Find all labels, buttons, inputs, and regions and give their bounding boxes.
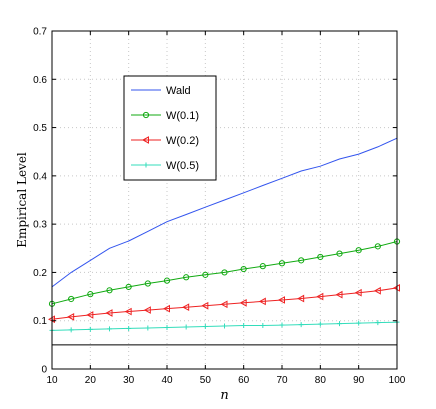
legend-item: Wald: [131, 85, 191, 97]
legend-box: [123, 75, 217, 181]
plot-frame: [51, 30, 398, 370]
data-point: [335, 290, 343, 299]
series-2: [48, 238, 401, 307]
data-point: [87, 326, 93, 332]
y-tick-label: 0.7: [33, 27, 47, 38]
x-tick-label: 40: [161, 375, 173, 386]
data-point: [336, 250, 343, 257]
x-axis: 10 20 30 40 50 60 70 80 90 100: [46, 31, 406, 386]
legend-label: W(0.2): [166, 135, 199, 147]
data-point: [374, 243, 381, 250]
data-point: [182, 303, 190, 312]
legend-label: W(0.1): [166, 110, 199, 122]
data-point: [164, 324, 170, 330]
data-point: [183, 324, 189, 330]
data-point: [277, 296, 285, 304]
data-point: [162, 304, 170, 313]
data-point: [375, 320, 381, 326]
data-point: [297, 294, 305, 303]
legend-marker: [141, 136, 149, 144]
legend-item: W(0.1): [131, 110, 199, 122]
y-tick-label: 0.1: [33, 316, 47, 327]
data-point: [241, 323, 247, 329]
data-point: [106, 287, 113, 294]
y-tick-label: 0.4: [33, 171, 47, 182]
data-point: [279, 322, 285, 328]
data-point: [143, 306, 151, 314]
y-axis-label: Empirical Level: [15, 152, 29, 248]
data-point: [124, 307, 132, 316]
data-point: [68, 295, 75, 303]
y-tick-label: 0: [41, 365, 47, 376]
data-point: [240, 265, 247, 273]
data-point: [126, 325, 132, 331]
data-point: [356, 320, 362, 326]
data-point: [354, 288, 362, 297]
data-point: [259, 263, 266, 270]
x-tick-label: 60: [238, 375, 250, 386]
y-tick-label: 0.6: [33, 75, 47, 86]
data-point: [317, 253, 324, 261]
data-point: [183, 274, 190, 281]
data-point: [145, 325, 151, 331]
data-point: [202, 324, 208, 330]
series-3: [47, 284, 400, 324]
x-tick-label: 30: [123, 375, 135, 386]
y-axis: 0 0.1 0.2 0.3 0.4 0.5 0.6 0.7: [33, 27, 397, 376]
y-tick-label: 0.5: [33, 123, 47, 134]
data-point: [222, 323, 227, 329]
series-1: [51, 137, 398, 288]
data-point: [239, 299, 247, 307]
data-point: [201, 301, 209, 310]
y-tick-label: 0.3: [33, 220, 47, 231]
x-tick-label: 20: [85, 375, 97, 386]
x-axis-label: n: [220, 388, 228, 403]
x-tick-label: 70: [276, 375, 288, 386]
legend-label: W(0.5): [166, 160, 199, 172]
data-point: [373, 286, 381, 295]
series-line: [51, 241, 398, 305]
data-point: [316, 292, 324, 301]
data-point: [87, 291, 94, 298]
data-point: [107, 326, 112, 332]
data-point: [278, 260, 286, 267]
legend-item: W(0.5): [131, 160, 199, 172]
data-point: [86, 311, 94, 319]
data-point: [221, 269, 228, 276]
series-4: [49, 319, 400, 333]
legend: Wald W(0.1) W(0.2) W(0.5): [123, 75, 217, 181]
x-tick-label: 80: [315, 375, 327, 386]
legend-marker: [142, 111, 150, 119]
legend-item: W(0.2): [131, 135, 199, 147]
x-tick-label: 50: [200, 375, 212, 386]
data-point: [355, 247, 362, 254]
data-point: [260, 323, 266, 329]
x-tick-label: 10: [46, 375, 58, 386]
legend-marker: [143, 162, 149, 168]
y-tick-label: 0.2: [33, 268, 47, 279]
data-point: [125, 283, 132, 291]
data-point: [317, 321, 323, 327]
x-tick-label: 90: [353, 375, 365, 386]
data-point: [202, 271, 209, 278]
data-point: [258, 297, 266, 306]
data-point: [337, 321, 342, 327]
data-point: [105, 309, 113, 317]
data-point: [298, 257, 305, 264]
data-point: [163, 277, 171, 284]
series-group: [47, 137, 401, 333]
data-point: [68, 327, 74, 333]
series-line: [51, 137, 398, 288]
data-point: [67, 313, 75, 321]
series-line: [51, 287, 398, 320]
x-tick-label: 100: [389, 375, 406, 386]
data-point: [220, 300, 228, 309]
data-point: [298, 322, 304, 328]
legend-label: Wald: [166, 85, 191, 97]
data-point: [144, 280, 151, 287]
